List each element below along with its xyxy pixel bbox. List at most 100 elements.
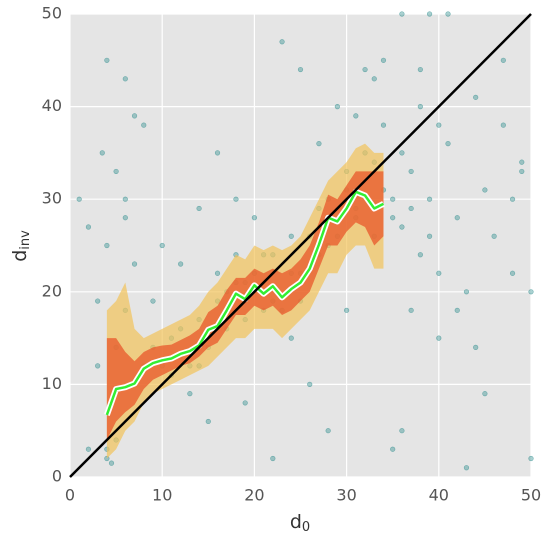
x-tick-label: 40 — [429, 486, 449, 505]
point — [344, 307, 350, 313]
point — [362, 66, 368, 73]
point — [141, 122, 147, 128]
point — [454, 307, 460, 313]
point — [122, 76, 128, 82]
y-tick-label: 0 — [52, 467, 62, 486]
x-tick-label: 20 — [244, 486, 264, 505]
point — [454, 215, 460, 221]
point — [380, 57, 387, 63]
x-label-sub: 0 — [302, 520, 310, 535]
y-tick-label: 20 — [42, 281, 62, 300]
point — [122, 196, 128, 202]
y-label-sub: inv — [18, 230, 33, 250]
point — [426, 11, 433, 17]
point — [417, 252, 423, 258]
x-label-base: d — [290, 511, 302, 533]
point — [491, 233, 497, 239]
point — [528, 289, 534, 295]
point — [417, 103, 423, 110]
x-tick-label: 10 — [152, 486, 172, 505]
point — [307, 381, 313, 388]
point — [122, 215, 128, 221]
point — [408, 168, 414, 175]
point — [436, 270, 442, 276]
point — [390, 196, 396, 202]
point — [76, 196, 82, 202]
point — [482, 391, 488, 397]
diagonal-line — [69, 13, 532, 478]
y-label-base: d — [9, 250, 31, 262]
point — [390, 215, 396, 221]
y-tick-label: 10 — [42, 374, 62, 393]
point — [159, 242, 165, 249]
point — [104, 57, 110, 63]
median-line — [105, 190, 385, 416]
quantile-band — [106, 171, 384, 440]
point — [104, 455, 110, 462]
point — [316, 141, 322, 147]
point — [500, 57, 506, 63]
point — [279, 39, 285, 45]
point — [108, 460, 115, 466]
point — [131, 113, 138, 119]
point — [178, 261, 184, 267]
point — [85, 446, 92, 452]
point — [408, 205, 414, 212]
point — [380, 122, 387, 128]
point — [205, 418, 211, 425]
point — [463, 465, 470, 471]
x-tick-label: 0 — [65, 486, 75, 505]
point — [196, 205, 202, 212]
point — [104, 242, 110, 249]
x-tick-label: 50 — [521, 486, 541, 505]
point — [426, 196, 433, 202]
point — [436, 335, 442, 341]
point — [399, 428, 405, 434]
point — [436, 122, 442, 128]
point — [99, 150, 105, 156]
point — [214, 150, 221, 156]
point — [528, 455, 534, 462]
point — [399, 150, 405, 156]
point — [519, 159, 525, 165]
point — [288, 335, 294, 341]
point — [131, 261, 138, 267]
point — [445, 11, 451, 17]
point — [85, 224, 92, 230]
y-tick-label: 30 — [42, 189, 62, 208]
point — [390, 446, 396, 452]
point — [242, 400, 248, 406]
y-tick-label: 40 — [42, 96, 62, 115]
y-axis-label: dinv — [9, 230, 33, 262]
point — [463, 289, 470, 295]
point — [399, 224, 405, 230]
point — [399, 11, 405, 17]
point — [408, 307, 414, 313]
point — [473, 344, 479, 350]
point — [417, 66, 423, 73]
point — [473, 94, 479, 100]
point — [426, 233, 433, 239]
x-axis-label: d0 — [290, 511, 310, 535]
point — [95, 363, 101, 369]
point — [519, 168, 525, 175]
point — [288, 233, 294, 239]
point — [270, 455, 276, 462]
point — [509, 196, 516, 202]
point — [334, 103, 340, 110]
point — [353, 113, 359, 119]
point — [150, 298, 156, 304]
point — [214, 270, 221, 276]
point — [325, 428, 331, 434]
x-tick-label: 30 — [336, 486, 356, 505]
point — [95, 298, 101, 304]
point — [445, 141, 451, 147]
point — [113, 168, 119, 175]
point — [187, 391, 193, 397]
point — [500, 122, 506, 128]
y-tick-label: 50 — [42, 4, 62, 23]
point — [509, 270, 516, 276]
point — [233, 196, 239, 202]
point — [297, 66, 304, 73]
